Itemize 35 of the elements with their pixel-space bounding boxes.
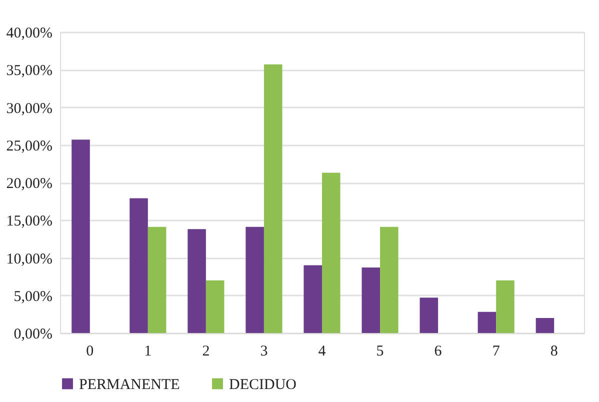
y-tick-label: 30,00%: [6, 100, 52, 117]
bar: [496, 280, 514, 333]
y-tick-label: 25,00%: [6, 138, 52, 154]
x-tick-label: 1: [144, 344, 152, 360]
x-tick-label: 6: [434, 344, 442, 360]
x-tick-label: 2: [202, 344, 210, 360]
y-tick-label: 15,00%: [6, 214, 52, 230]
bar: [264, 64, 282, 333]
y-tick-label: 20,00%: [6, 176, 52, 192]
bar: [420, 298, 438, 333]
legend-label: DECIDUO: [229, 376, 297, 393]
y-tick-label: 40,00%: [6, 26, 52, 42]
bar: [246, 226, 264, 333]
y-tick-label: 0,00%: [14, 326, 52, 342]
x-tick-label: 5: [376, 344, 384, 360]
bar: [380, 226, 398, 333]
bar: [536, 318, 554, 333]
x-tick-label: 0: [86, 344, 94, 360]
bar: [362, 268, 380, 333]
x-tick-label: 7: [492, 344, 500, 360]
bar: [188, 229, 206, 333]
bar: [72, 140, 90, 333]
x-tick-label: 3: [260, 344, 268, 360]
x-tick-label: 4: [318, 344, 326, 360]
bar: [322, 172, 340, 333]
y-tick-label: 5,00%: [14, 288, 52, 305]
y-tick-label: 10,00%: [6, 251, 52, 268]
bar: [304, 265, 322, 333]
legend-label: PERMANENTE: [79, 376, 180, 393]
bar: [206, 280, 224, 333]
bar: [130, 198, 148, 333]
y-tick-label: 35,00%: [6, 63, 52, 80]
bar: [478, 312, 496, 333]
x-tick-label: 8: [550, 344, 558, 360]
bar: [148, 226, 166, 333]
